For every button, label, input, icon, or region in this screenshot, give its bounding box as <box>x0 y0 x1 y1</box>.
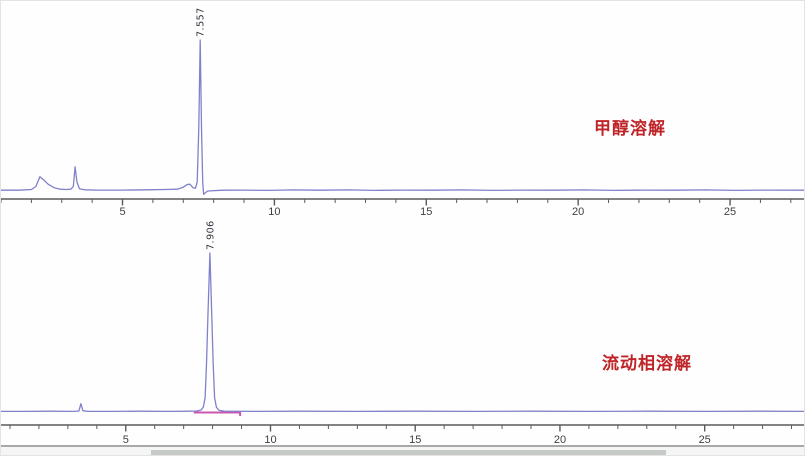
annotation-methanol: 甲醇溶解 <box>594 119 666 138</box>
axis-tick-label: 5 <box>123 434 129 446</box>
axis-tick-label: 25 <box>724 206 736 218</box>
bottom-window-edge <box>1 445 804 455</box>
trace-line <box>1 252 804 413</box>
integration-baseline <box>193 411 242 416</box>
axis-tick-label: 5 <box>119 206 125 218</box>
trace-plot-mobile-phase: 5 10 15 20 25 7.906 <box>1 221 804 446</box>
chromatogram-panel-mobile-phase: 5 10 15 20 25 7.906 <box>1 221 804 455</box>
chromatogram-panel-methanol: 5 10 15 20 25 7.557 <box>1 1 804 221</box>
axis-tick-label: 15 <box>420 206 432 218</box>
axis-tick-label: 25 <box>699 434 711 446</box>
horizontal-scrollbar-thumb[interactable] <box>151 450 666 455</box>
annotation-mobile-phase: 流动相溶解 <box>602 354 692 373</box>
axis-tick-label: 15 <box>409 434 421 446</box>
axis-tick-label: 10 <box>268 206 280 218</box>
trace-plot-methanol: 5 10 15 20 25 7.557 <box>1 7 804 218</box>
axis-tick-label: 20 <box>554 434 566 446</box>
trace-line <box>1 39 804 195</box>
axis-tick-label: 10 <box>264 434 276 446</box>
peak-retention-label: 7.557 <box>196 7 207 37</box>
peak-retention-label: 7.906 <box>205 221 216 250</box>
axis-tick-label: 20 <box>572 206 584 218</box>
